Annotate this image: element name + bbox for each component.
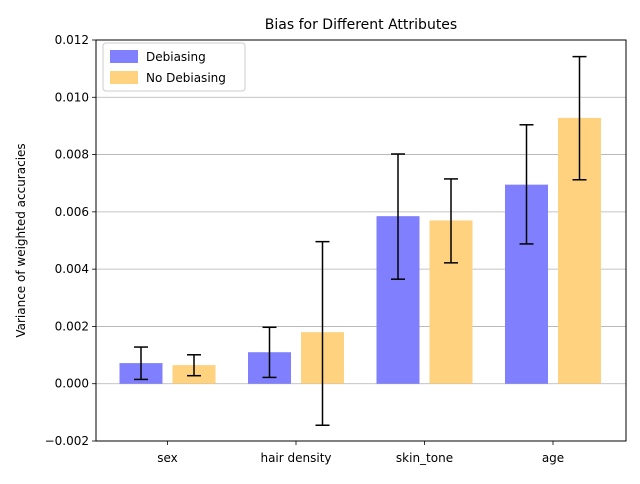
bar-layer [119, 117, 601, 384]
x-tick-label: skin_tone [396, 451, 453, 465]
y-tick-label: 0.010 [55, 90, 89, 104]
legend-swatch [110, 71, 138, 84]
y-axis: −0.002 0.000 0.002 0.004 0.006 0.008 0.010 0.01… [45, 33, 96, 448]
y-tick-label: 0.004 [55, 262, 89, 276]
y-tick-label: 0.000 [55, 377, 89, 391]
legend-label: No Debiasing [146, 71, 226, 85]
y-tick-label: 0.006 [55, 205, 89, 219]
legend-box [102, 42, 246, 92]
y-tick-label: 0.012 [55, 33, 89, 47]
legend-swatch [110, 50, 138, 63]
legend-label: Debiasing [146, 50, 206, 64]
y-axis-label: Variance of weighted accuracies [14, 143, 28, 337]
y-tick-label: 0.008 [55, 148, 89, 162]
error-bar-layer [134, 55, 587, 426]
x-axis: sex hair density skin_tone age [157, 441, 564, 465]
x-tick-label: hair density [260, 451, 331, 465]
plot-frame [95, 39, 627, 442]
legend: Debiasing No Debiasing [102, 42, 246, 92]
x-tick-label: sex [157, 451, 178, 465]
x-tick-label: age [542, 451, 564, 465]
chart-title: Bias for Different Attributes [265, 17, 457, 33]
y-tick-label: 0.002 [55, 319, 89, 333]
y-tick-label: −0.002 [45, 434, 89, 448]
